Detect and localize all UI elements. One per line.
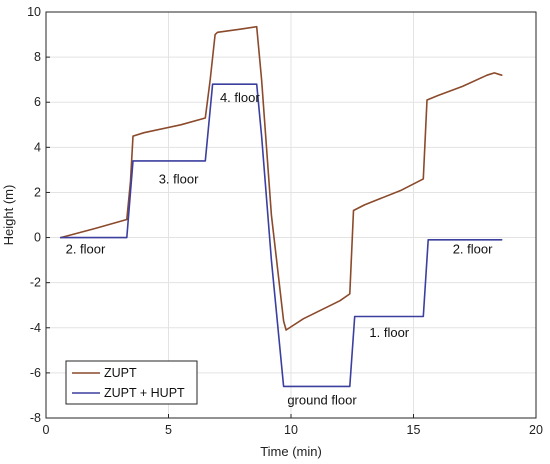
x-axis-label: Time (min)	[260, 444, 322, 459]
x-tick-label-2: 10	[284, 423, 298, 437]
series-line-zupt-hupt	[59, 83, 503, 388]
ticks: 0 5 10 15 20 -8 -6 -4 -2 0 2 4 6 8 10	[27, 5, 543, 437]
series-line-zupt	[59, 25, 503, 331]
annotation-1: 3. floor	[159, 171, 199, 186]
annotation-0: 2. floor	[66, 241, 106, 256]
x-tick-label-0: 0	[43, 423, 50, 437]
y-tick-label-6: 4	[34, 140, 41, 154]
annotation-2: 4. floor	[220, 90, 260, 105]
annotation-3: ground floor	[287, 392, 357, 407]
y-axis-label: Height (m)	[1, 185, 16, 246]
series-layer	[59, 25, 503, 388]
annotations: 2. floor 3. floor 4. floor ground floor 1. f…	[66, 90, 494, 407]
y-tick-label-0: -8	[30, 411, 41, 425]
x-tick-label-4: 20	[529, 423, 543, 437]
annotation-5: 2. floor	[453, 241, 493, 256]
legend: ZUPT ZUPT + HUPT	[65, 360, 198, 405]
y-tick-label-1: -6	[30, 366, 41, 380]
annotation-4: 1. floor	[369, 325, 409, 340]
legend-entry-zupt: ZUPT	[104, 366, 137, 380]
y-tick-label-2: -4	[30, 321, 41, 335]
y-tick-label-8: 8	[34, 50, 41, 64]
y-tick-label-4: 0	[34, 231, 41, 245]
x-tick-label-3: 15	[407, 423, 421, 437]
y-tick-label-9: 10	[27, 5, 41, 19]
y-tick-label-5: 2	[34, 185, 41, 199]
legend-box	[65, 360, 198, 405]
legend-entry-zupt-hupt: ZUPT + HUPT	[104, 386, 185, 400]
grid	[45, 11, 537, 419]
y-tick-label-7: 6	[34, 95, 41, 109]
x-tick-label-1: 5	[165, 423, 172, 437]
y-tick-label-3: -2	[30, 276, 41, 290]
